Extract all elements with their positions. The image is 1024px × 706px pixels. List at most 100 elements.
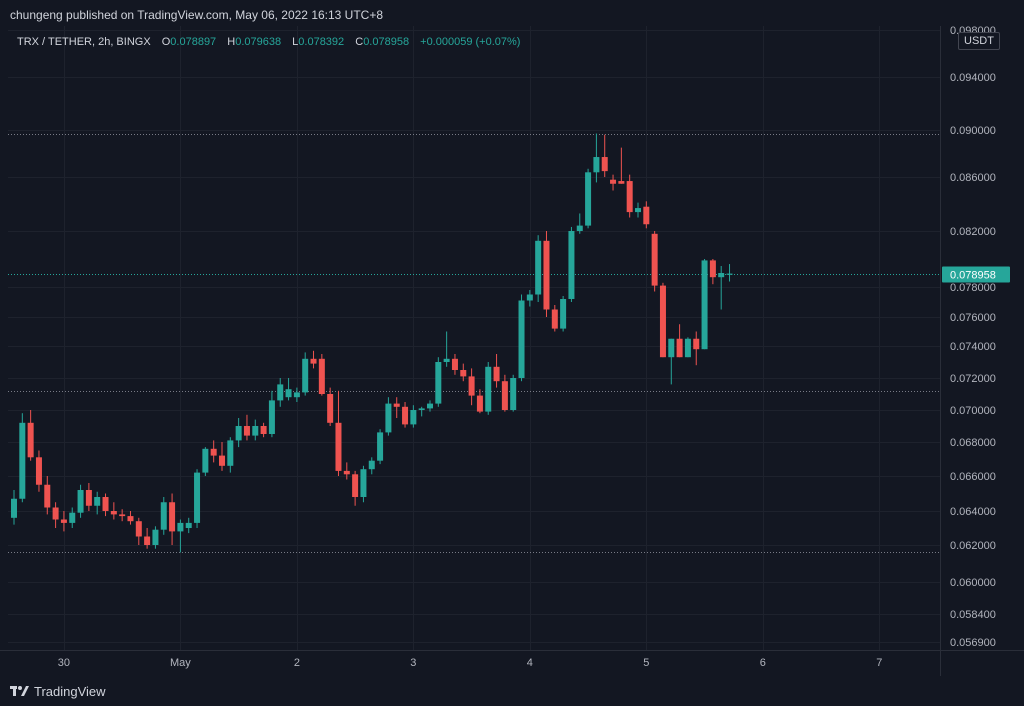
price-tick-label: 0.064000: [950, 506, 996, 518]
candlestick-chart[interactable]: 0.056900 0.058400 0.060000 0.062000 0.064000…: [0, 26, 1024, 676]
change-value: +0.000059 (+0.07%): [420, 36, 521, 48]
candle-body: [144, 536, 151, 545]
tradingview-logo[interactable]: TradingView: [10, 684, 106, 699]
candle-body: [343, 470, 350, 475]
candle-body: [194, 472, 201, 523]
candle-body: [402, 406, 409, 425]
close-value: 0.078958: [363, 36, 410, 48]
price-tick-label: 0.094000: [950, 72, 996, 84]
price-tick-label: 0.060000: [950, 577, 996, 589]
high-label: H: [227, 36, 236, 48]
candle-body: [560, 299, 567, 329]
tradingview-icon: [10, 686, 29, 696]
candle-body: [35, 457, 42, 485]
price-tick-label: 0.056900: [950, 637, 996, 649]
candle-body: [726, 273, 733, 275]
candle-body: [618, 181, 625, 184]
candle-body: [393, 403, 400, 407]
candle-body: [352, 474, 359, 497]
low-value: 0.078392: [298, 36, 345, 48]
ohlc-legend: TRX / TETHER, 2h, BINGX O0.078897 H0.079…: [17, 36, 520, 48]
candle-body: [377, 432, 384, 461]
candle-body: [227, 440, 234, 466]
time-tick-label: 7: [876, 657, 882, 669]
candle-body: [518, 300, 525, 378]
candle-body: [526, 294, 533, 301]
candle-body: [44, 484, 51, 508]
candle-body: [510, 378, 517, 410]
price-tick-label: 0.058400: [950, 609, 996, 621]
low-label: L: [292, 36, 299, 48]
candle-body: [651, 233, 658, 286]
candle-body: [368, 460, 375, 470]
candle-body: [202, 448, 209, 473]
footer-bar: TradingView: [0, 676, 1024, 706]
candle-body: [410, 410, 417, 425]
candle-body: [535, 240, 542, 295]
candle-body: [235, 426, 242, 441]
candle-body: [543, 240, 550, 310]
symbol-label[interactable]: TRX / TETHER, 2h, BINGX: [17, 36, 151, 48]
candle-body: [626, 181, 633, 213]
candle-body: [418, 408, 425, 410]
price-tick-label: 0.074000: [950, 341, 996, 353]
candle-body: [52, 507, 59, 520]
candle-body: [335, 422, 342, 471]
publisher-bar: chungeng published on TradingView.com, M…: [0, 0, 1024, 26]
candle-body: [585, 172, 592, 226]
candle-body: [468, 376, 475, 396]
candle-body: [127, 516, 134, 522]
price-tick-label: 0.062000: [950, 540, 996, 552]
candle-body: [243, 426, 250, 436]
candle-body: [77, 490, 84, 513]
time-tick-label: 30: [58, 657, 70, 669]
candle-body: [476, 395, 483, 412]
candle-body: [152, 529, 159, 545]
close-label: C: [355, 36, 364, 48]
candle-body: [252, 426, 259, 436]
candle-body: [318, 358, 325, 394]
candle-body: [135, 521, 142, 537]
candle-body: [310, 358, 317, 364]
time-tick-label: 2: [294, 657, 300, 669]
currency-unit-badge[interactable]: USDT: [958, 32, 1000, 50]
candle-body: [485, 366, 492, 412]
candle-body: [327, 394, 334, 423]
candle-body: [443, 358, 450, 362]
time-tick-label: 4: [527, 657, 533, 669]
candle-body: [11, 498, 17, 518]
candle-body: [493, 366, 500, 382]
candle-body: [427, 403, 433, 409]
candle-body: [268, 400, 275, 434]
chart-background: [0, 26, 1024, 676]
candle-body: [110, 511, 117, 515]
candle-body: [551, 309, 558, 329]
candle-body: [460, 370, 467, 377]
candle-body: [718, 273, 725, 278]
current-price-tag-label: 0.078958: [950, 270, 996, 282]
candle-body: [601, 157, 608, 172]
time-tick-label: 3: [410, 657, 416, 669]
price-tick-label: 0.098000: [950, 26, 996, 37]
candle-body: [302, 358, 309, 393]
chart-area[interactable]: 0.056900 0.058400 0.060000 0.062000 0.064000…: [0, 26, 1024, 676]
candle-body: [260, 426, 267, 434]
price-tick-label: 0.072000: [950, 373, 996, 385]
time-tick-label: May: [170, 657, 191, 669]
candle-body: [169, 502, 176, 532]
candle-body: [451, 358, 458, 370]
open-label: O: [161, 36, 171, 48]
time-tick-label: 5: [643, 657, 649, 669]
candle-body: [659, 285, 666, 358]
candle-body: [593, 157, 600, 173]
candle-body: [119, 514, 126, 517]
candle-body: [219, 455, 225, 466]
current-price-tag: [942, 266, 1010, 283]
open-value: 0.078897: [170, 36, 217, 48]
candle-body: [85, 490, 92, 506]
price-tick-label: 0.066000: [950, 471, 996, 483]
candle-body: [69, 512, 76, 523]
candle-body: [102, 497, 109, 511]
candle-body: [568, 231, 575, 299]
candle-body: [676, 338, 683, 358]
